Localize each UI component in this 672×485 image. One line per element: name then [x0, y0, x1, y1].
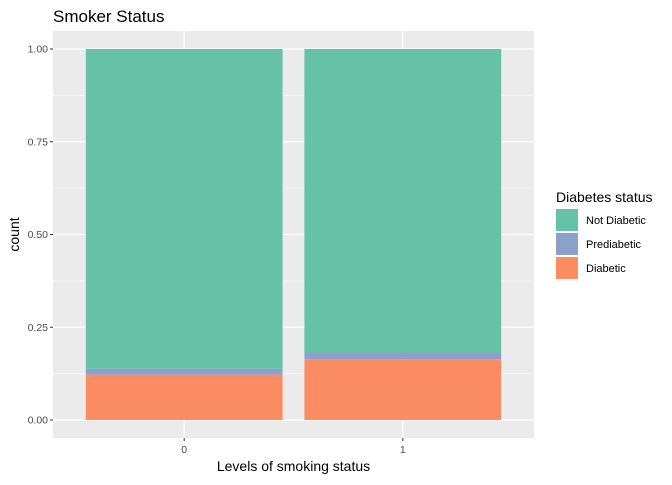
legend-label-prediabetic: Prediabetic	[586, 239, 642, 251]
legend-label-diabetic: Diabetic	[586, 263, 626, 275]
legend-label-not-diabetic: Not Diabetic	[586, 215, 646, 227]
bar-not-diabetic-0	[85, 49, 283, 369]
legend-key-not-diabetic	[556, 209, 578, 231]
bars	[85, 49, 502, 420]
bar-diabetic-0	[85, 374, 283, 420]
y-axis-ticks: 0.00 0.25 0.50 0.75 1.00	[28, 44, 53, 427]
legend-key-prediabetic	[556, 233, 578, 255]
bar-prediabetic-0	[85, 368, 283, 375]
y-tick-label: 0.25	[28, 322, 49, 334]
chart-title: Smoker Status	[53, 7, 165, 26]
legend: Diabetes status Not Diabetic Prediabetic D…	[556, 189, 653, 279]
y-tick-label: 0.00	[28, 415, 49, 427]
bar-prediabetic-1	[304, 352, 502, 360]
y-tick-label: 0.75	[28, 136, 49, 148]
y-tick-label: 1.00	[28, 44, 49, 56]
bar-not-diabetic-1	[304, 49, 502, 353]
x-tick-label: 1	[400, 444, 406, 456]
legend-key-diabetic	[556, 257, 578, 279]
x-tick-label: 0	[181, 444, 187, 456]
y-tick-label: 0.50	[28, 229, 49, 241]
legend-title: Diabetes status	[556, 189, 653, 205]
bar-diabetic-1	[304, 359, 502, 420]
x-axis-title: Levels of smoking status	[217, 458, 370, 474]
y-axis-title: count	[6, 217, 22, 251]
